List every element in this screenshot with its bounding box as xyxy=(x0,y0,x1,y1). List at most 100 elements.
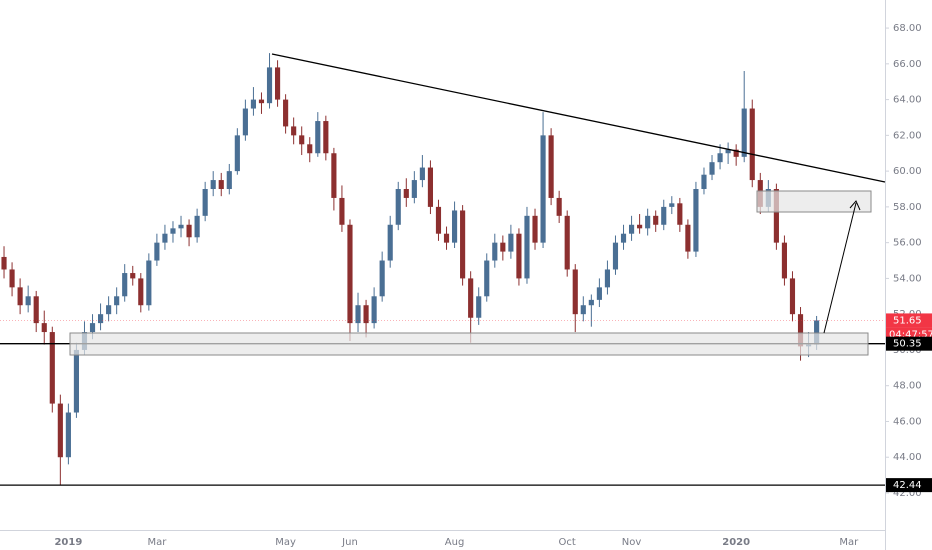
candle-body xyxy=(371,296,377,324)
y-tick-label: 68.00 xyxy=(893,23,922,34)
candle-body xyxy=(106,305,112,315)
candle-body xyxy=(307,144,313,154)
y-tick-label: 44.00 xyxy=(893,452,922,463)
candle-body xyxy=(588,299,594,306)
candle-body xyxy=(162,233,168,243)
candle-body xyxy=(89,323,96,333)
candle-body xyxy=(339,197,345,225)
candle-body xyxy=(347,224,353,324)
candle-body xyxy=(114,296,120,306)
candle-body xyxy=(749,108,755,181)
candle-body xyxy=(283,99,289,127)
level-label-box xyxy=(886,478,932,493)
arrow-line xyxy=(823,202,857,334)
candle-body xyxy=(508,233,514,252)
x-tick-label: Oct xyxy=(559,537,576,548)
candle-body xyxy=(355,305,361,324)
candle-body xyxy=(797,314,804,347)
candle-body xyxy=(572,269,578,315)
x-tick-label: 2020 xyxy=(722,537,750,548)
candle-body xyxy=(580,305,586,315)
y-tick-label: 64.00 xyxy=(893,95,922,106)
level-label: 42.44 xyxy=(893,480,922,491)
support-zone xyxy=(69,332,869,356)
candle-body xyxy=(685,224,691,252)
level-label: 50.35 xyxy=(893,339,922,350)
candle-body xyxy=(97,314,104,324)
candle-body xyxy=(403,189,409,198)
candle-body xyxy=(186,224,192,238)
candle-body xyxy=(41,323,47,333)
x-tick-label: Nov xyxy=(622,537,642,548)
candle-body xyxy=(484,260,490,297)
candle-body xyxy=(57,403,63,458)
candle-body xyxy=(250,99,257,109)
candle-body xyxy=(387,224,393,261)
candle-body xyxy=(25,296,31,306)
candle-body xyxy=(218,180,224,190)
candle-body xyxy=(226,171,232,190)
target-zone xyxy=(756,190,872,213)
arrow-head xyxy=(849,200,861,211)
candle-body xyxy=(693,189,699,252)
x-tick-label: Jun xyxy=(341,537,358,548)
trend-line xyxy=(271,53,886,183)
candle-body xyxy=(468,278,474,318)
candle-body xyxy=(789,278,796,315)
candle-body xyxy=(556,197,562,216)
candle-body xyxy=(258,99,265,104)
candle-body xyxy=(596,287,602,300)
y-tick-label: 66.00 xyxy=(893,59,922,70)
x-tick-label: Aug xyxy=(445,537,465,548)
x-tick-label: May xyxy=(275,537,296,548)
candle-body xyxy=(395,189,401,225)
candle-body xyxy=(548,135,554,198)
level-label: 51.65 xyxy=(893,315,922,326)
candle-body xyxy=(138,278,144,306)
candle-body xyxy=(411,180,417,198)
candle-body xyxy=(612,242,619,270)
candle-body xyxy=(500,242,506,252)
y-tick-label: 60.00 xyxy=(893,166,922,177)
candle-body xyxy=(773,189,779,243)
y-tick-label: 48.00 xyxy=(893,381,922,392)
candle-body xyxy=(524,215,530,279)
candle-body xyxy=(443,233,450,243)
y-tick-label: 42.00 xyxy=(893,488,922,499)
y-tick-label: 58.00 xyxy=(893,202,922,213)
candle-body xyxy=(604,269,611,288)
candle-body xyxy=(291,126,297,136)
x-tick-label: 2019 xyxy=(54,537,82,548)
candle-body xyxy=(677,203,683,225)
candle-body xyxy=(532,215,538,243)
candle-body xyxy=(1,256,7,270)
candle-body xyxy=(419,167,425,181)
candle-body xyxy=(323,121,329,154)
candle-body xyxy=(33,296,39,324)
candle-body xyxy=(709,162,715,175)
candle-body xyxy=(669,203,675,207)
candle-body xyxy=(460,210,466,279)
candle-body xyxy=(427,167,434,207)
candle-body xyxy=(725,149,731,154)
candle-body xyxy=(733,149,739,157)
y-tick-label: 54.00 xyxy=(893,273,922,284)
candle-body xyxy=(741,108,747,157)
candle-body xyxy=(701,174,707,190)
candle-body xyxy=(476,296,482,318)
candle-body xyxy=(178,224,184,229)
countdown-label: 04:47:57 xyxy=(889,329,932,340)
candle-body xyxy=(331,153,337,198)
candle-body xyxy=(637,224,643,229)
y-tick-label: 46.00 xyxy=(893,416,922,427)
candle-body xyxy=(65,412,71,458)
candle-body xyxy=(210,180,216,190)
candle-body xyxy=(73,349,80,413)
candle-body xyxy=(274,67,281,100)
candle-body xyxy=(781,242,788,279)
candle-body xyxy=(363,305,369,324)
y-tick-label: 56.00 xyxy=(893,238,922,249)
candle-body xyxy=(202,189,208,216)
candle-body xyxy=(154,242,160,261)
